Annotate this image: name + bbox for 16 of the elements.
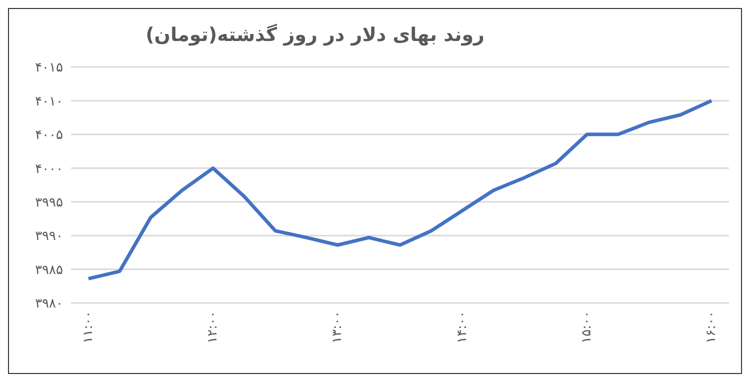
y-tick-label: ۴۰۰۰ [35,162,63,177]
x-tick-label: ۱۶:۰۰ [704,311,720,344]
x-tick-label: ۱۱:۰۰ [80,311,96,344]
x-tick-label: ۱۳:۰۰ [330,311,346,344]
y-tick-label: ۳۹۹۰ [35,229,63,244]
x-tick-label: ۱۴:۰۰ [454,311,470,344]
chart-title: روند بهای دلار در روز گذشته(تومان) [144,22,486,48]
x-tick-label: ۱۲:۰۰ [206,311,221,344]
y-tick-label: ۴۰۰۵ [35,128,64,144]
y-tick-label: ۴۰۱۰ [35,94,63,110]
y-tick-label: ۳۹۹۵ [35,195,64,210]
y-tick-label: ۴۰۱۵ [35,60,64,76]
line-series [86,98,714,280]
y-tick-label: ۳۹۸۰ [35,296,63,312]
y-tick-label: ۳۹۸۵ [35,262,64,278]
x-tick-label: ۱۵:۰۰ [579,311,594,344]
